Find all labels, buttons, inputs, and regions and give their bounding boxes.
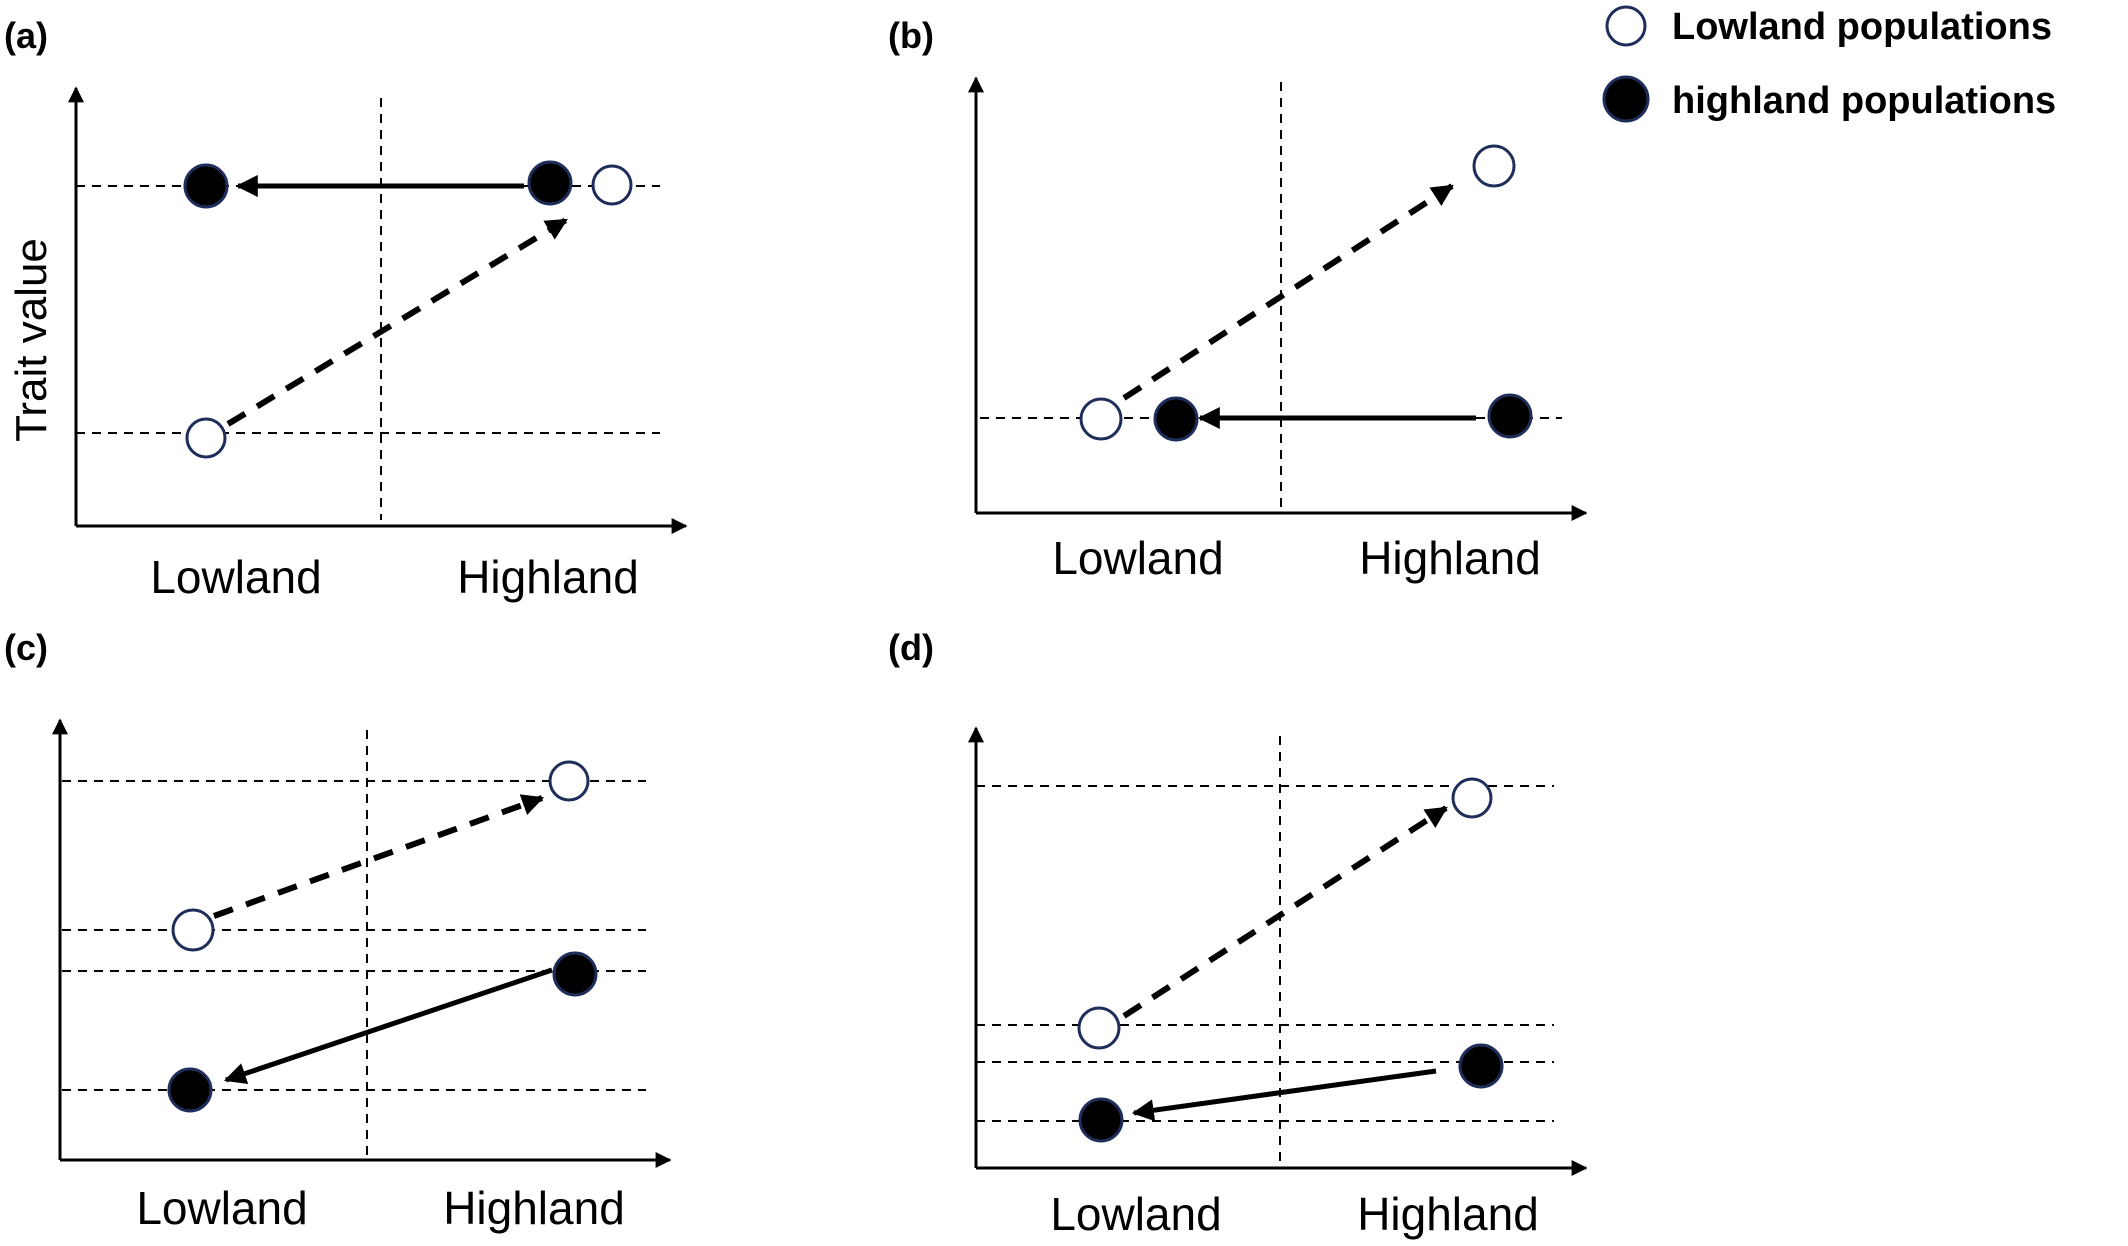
x-tick-highland: Highland	[1359, 532, 1541, 584]
panel-label: (a)	[4, 15, 48, 56]
legend-highland-label: highland populations	[1672, 80, 2056, 122]
panel-label: (d)	[888, 627, 934, 668]
panel-label: (b)	[888, 15, 934, 56]
panel-label: (c)	[4, 627, 48, 668]
lowland-pop-highland-point	[1472, 144, 1516, 188]
panel-a: (a) Trait value Lowland Highland	[4, 15, 688, 603]
legend-open-circle-icon	[1605, 5, 1647, 47]
highland-pop-lowland-point	[167, 1067, 213, 1113]
lowland-pop-arrow	[212, 794, 545, 919]
y-axis-title: Trait value	[7, 238, 56, 442]
panel-d: (d) Lowland Highland	[888, 627, 1588, 1240]
panel-c: (c) Lowland Highland	[4, 627, 672, 1234]
highland-pop-lowland-point	[1153, 396, 1199, 442]
highland-pop-arrow	[1131, 1068, 1437, 1122]
x-tick-lowland: Lowland	[1052, 532, 1223, 584]
lowland-pop-highland-point	[591, 164, 633, 206]
panel-b: (b) Lowland Highland	[888, 15, 1588, 584]
x-tick-lowland: Lowland	[136, 1182, 307, 1234]
highland-pop-highland-point	[1458, 1043, 1504, 1089]
lowland-pop-lowland-point	[1077, 1006, 1121, 1050]
legend-lowland-label: Lowland populations	[1672, 6, 2052, 48]
lowland-pop-lowland-point	[171, 908, 215, 952]
lowland-pop-lowland-point	[1079, 397, 1123, 441]
x-tick-highland: Highland	[1357, 1188, 1539, 1240]
legend: Lowland populations highland populations	[1602, 5, 2056, 123]
highland-pop-highland-point	[527, 160, 573, 206]
lowland-pop-highland-point	[548, 760, 590, 802]
highland-pop-arrow	[223, 967, 553, 1085]
x-tick-lowland: Lowland	[150, 551, 321, 603]
x-tick-highland: Highland	[457, 551, 639, 603]
highland-pop-lowland-point	[183, 163, 229, 209]
highland-pop-highland-point	[1487, 393, 1533, 439]
x-tick-lowland: Lowland	[1050, 1188, 1221, 1240]
lowland-pop-lowland-point	[185, 417, 227, 459]
highland-pop-lowland-point	[1078, 1097, 1124, 1143]
legend-filled-circle-icon	[1602, 75, 1650, 123]
lowland-pop-highland-point	[1451, 777, 1493, 819]
lowland-pop-arrow	[1122, 183, 1454, 401]
lowland-pop-arrow	[226, 217, 568, 427]
highland-pop-highland-point	[552, 951, 598, 997]
x-tick-highland: Highland	[443, 1182, 625, 1234]
lowland-pop-arrow	[1122, 805, 1448, 1019]
